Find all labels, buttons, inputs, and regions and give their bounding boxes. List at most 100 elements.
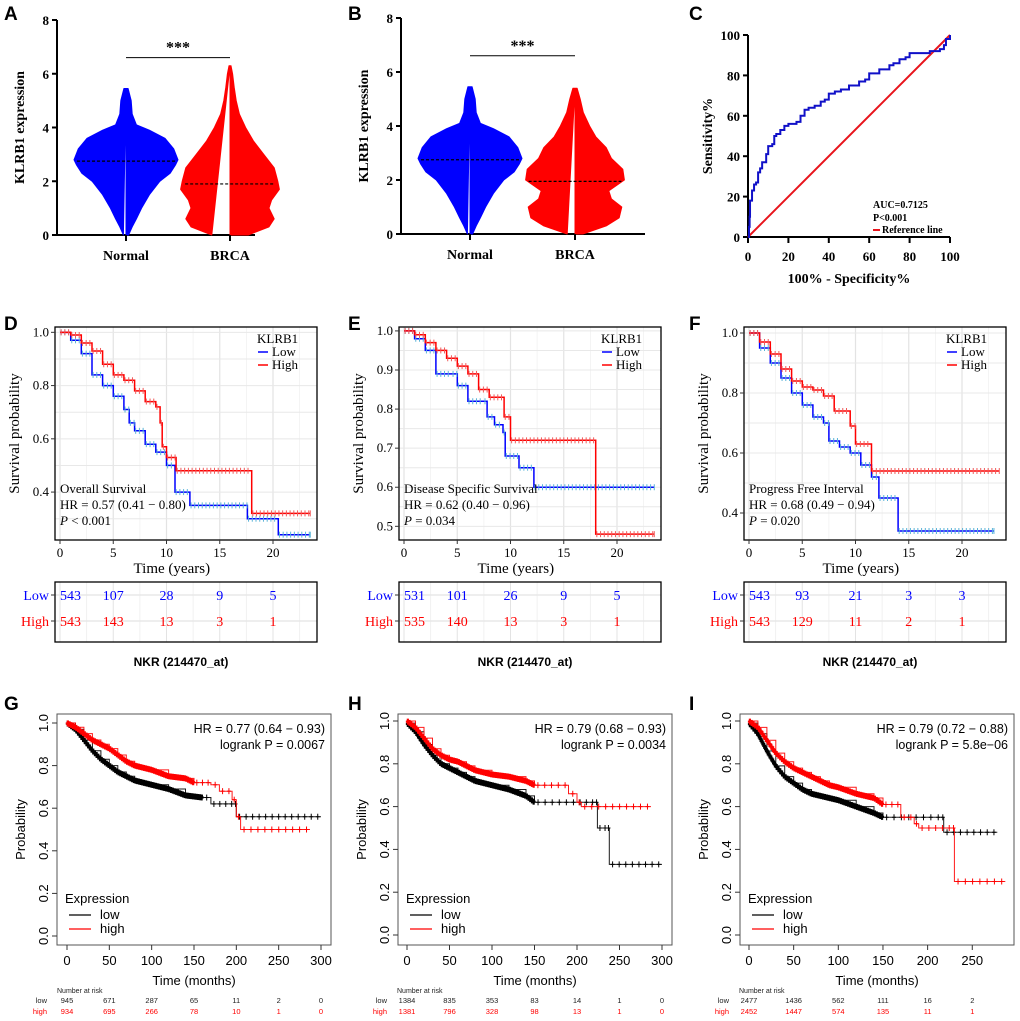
x-tick-label: 10 [504, 545, 517, 560]
stat-annotation: P = 0.034 [403, 513, 456, 528]
reference-line [747, 34, 951, 238]
y-tick-label: 0.7 [377, 440, 394, 455]
legend-title: KLRB1 [946, 331, 987, 346]
risk-value: 0 [660, 1007, 664, 1016]
legend-title: KLRB1 [257, 331, 298, 346]
risk-row-label-high: high [715, 1007, 729, 1016]
legend-title: KLRB1 [601, 331, 642, 346]
p-symbol: P [59, 513, 68, 528]
risk-table-title: Number at risk [57, 988, 103, 995]
legend-label-high: High [616, 357, 643, 372]
panel-label-g: G [4, 694, 19, 715]
risk-value: 0 [660, 996, 664, 1005]
significance-stars: *** [166, 40, 190, 57]
p-value: = 0.034 [412, 513, 456, 528]
risk-value: 543 [60, 589, 81, 604]
risk-table: Number at risk low 945 671 287 65 11 2 0 high 934 6… [33, 988, 323, 1016]
risk-value: 671 [103, 996, 116, 1005]
x-tick-label-brca: BRCA [210, 249, 251, 264]
risk-value: 796 [443, 1007, 456, 1016]
risk-value: 101 [447, 589, 468, 604]
risk-value: 78 [190, 1007, 198, 1016]
legend-label-low: low [783, 907, 803, 922]
y-tick-label: 0.4 [719, 840, 734, 858]
y-tick-label: 0.8 [377, 755, 392, 773]
x-axis-label: Time (years) [478, 561, 555, 577]
risk-value: 140 [447, 615, 468, 630]
risk-table-title: Number at risk [739, 988, 785, 995]
risk-value: 695 [103, 1007, 116, 1016]
legend-label-high: high [441, 921, 466, 936]
p-value: < 0.001 [68, 513, 111, 528]
risk-value: 16 [923, 996, 931, 1005]
x-tick-label: 60 [863, 249, 876, 264]
x-tick-label: 150 [872, 953, 894, 968]
x-tick-label: 15 [902, 545, 915, 560]
y-axis-label: KLRB1 expression [357, 69, 372, 182]
x-tick-label: 80 [903, 249, 916, 264]
risk-value: 5 [614, 589, 621, 604]
y-tick-label: 1.0 [377, 323, 393, 338]
x-tick-label: 150 [183, 953, 205, 968]
risk-value: 535 [404, 615, 425, 630]
y-tick-label: 0.8 [36, 757, 51, 775]
x-tick-label: 40 [822, 249, 835, 264]
x-tick-label: 0 [401, 545, 408, 560]
risk-value: 543 [749, 589, 770, 604]
risk-value: 1 [617, 1007, 621, 1016]
legend-label-high: high [100, 921, 125, 936]
risk-table-title: Number at risk [397, 988, 443, 995]
gridlines [399, 327, 661, 540]
y-tick-label: 0.0 [719, 926, 734, 944]
y-tick-label: 0.6 [722, 445, 739, 460]
panel-label-b: B [348, 4, 362, 25]
legend-label-high: high [783, 921, 808, 936]
risk-row-label-low: Low [712, 589, 739, 604]
probe-caption: NKR (214470_at) [823, 655, 918, 669]
y-tick-label: 0.6 [36, 799, 51, 817]
x-tick-label: 0 [63, 953, 70, 968]
p-symbol: P [403, 513, 412, 528]
risk-value: 562 [832, 996, 845, 1005]
x-axis-label: Time (years) [823, 561, 900, 577]
risk-row-label-low: Low [23, 589, 50, 604]
y-tick-label: 0.4 [36, 842, 51, 860]
y-tick-label: 1.0 [33, 324, 49, 339]
plot-frame [54, 326, 318, 541]
y-tick-label: 100 [721, 28, 741, 43]
x-tick-label: 0 [746, 545, 753, 560]
risk-value: 3 [959, 589, 966, 604]
risk-value: 98 [530, 1007, 538, 1016]
probe-caption: NKR (214470_at) [478, 655, 573, 669]
risk-row-label-high: high [373, 1007, 387, 1016]
risk-value: 13 [504, 615, 518, 630]
km-panel-i: 0 50 100 150 200 250 0.0 0.2 0.4 0.6 0.8 1.0 Time (m… [696, 712, 1015, 1016]
y-tick-label: 0 [387, 227, 394, 242]
legend-title: Expression [748, 891, 812, 906]
gridlines [55, 327, 317, 540]
y-axis-label: Survival probability [7, 373, 23, 494]
x-tick-label: 0 [745, 953, 752, 968]
y-tick-label: 0 [734, 230, 741, 245]
y-tick-label: 20 [727, 190, 740, 205]
y-tick-label: 0.2 [36, 884, 51, 902]
risk-row-label-high: High [710, 615, 738, 630]
violin-brca [525, 87, 625, 235]
significance-stars: *** [511, 38, 535, 55]
y-tick-label: 0.8 [33, 378, 49, 393]
survival-curve-low [403, 330, 655, 488]
legend-label-low: low [441, 907, 461, 922]
x-tick-label: 5 [799, 545, 806, 560]
risk-value: 0 [319, 1007, 323, 1016]
risk-value: 353 [486, 996, 499, 1005]
y-tick-label: 0.8 [719, 755, 734, 773]
risk-value: 1447 [785, 1007, 802, 1016]
y-tick-label: 0.8 [722, 385, 738, 400]
risk-value: 11 [232, 996, 240, 1005]
y-tick-label: 0.5 [377, 518, 393, 533]
risk-value: 13 [160, 615, 174, 630]
violin-panel-a: 0 2 4 6 8 KLRB1 expression Normal BRCA *** [13, 13, 280, 264]
